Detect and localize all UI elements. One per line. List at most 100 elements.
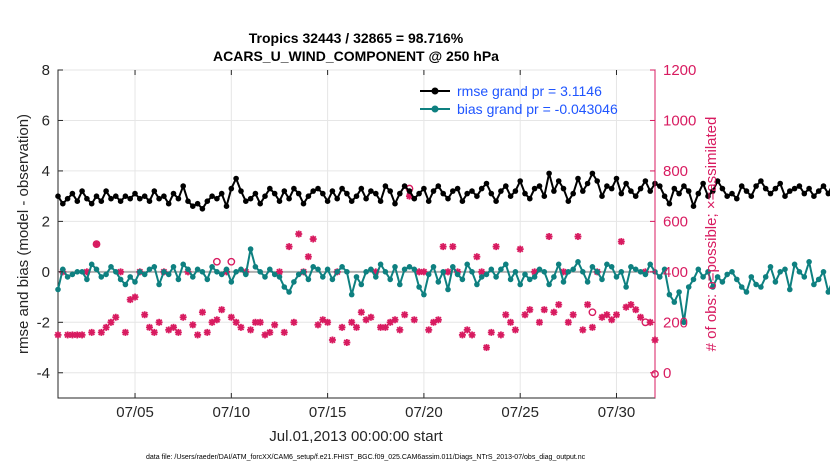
bias-point — [248, 246, 254, 252]
bias-point — [532, 274, 538, 280]
x-tick-label: 07/05 — [116, 404, 154, 421]
obs-assimilated-marker — [449, 243, 456, 250]
bias-point — [556, 262, 562, 268]
obs-assimilated-marker — [218, 306, 225, 313]
obs-assimilated-marker — [194, 331, 201, 338]
rmse-point — [657, 183, 663, 189]
bias-point — [436, 279, 442, 285]
rmse-point — [127, 196, 133, 202]
bias-point — [123, 282, 129, 288]
obs-assimilated-marker — [555, 301, 562, 308]
bias-point — [753, 282, 759, 288]
obs-assimilated-marker — [570, 311, 577, 318]
obs-assimilated-marker — [401, 311, 408, 318]
rmse-point — [190, 203, 196, 209]
bias-point — [383, 269, 389, 275]
bias-point — [806, 259, 812, 265]
obs-assimilated-marker — [281, 329, 288, 336]
bias-point — [354, 274, 360, 280]
bias-point — [306, 277, 312, 283]
bias-point — [330, 277, 336, 283]
bias-point — [744, 289, 750, 295]
obs-assimilated-marker — [546, 233, 553, 240]
bias-point — [89, 262, 95, 268]
y-axis-right-label: # of obs: o=possible; ×=assimilated — [703, 117, 720, 352]
y-axis-left-label: rmse and bias (model - observation) — [15, 114, 32, 354]
obs-assimilated-marker — [180, 314, 187, 321]
rmse-point — [402, 183, 408, 189]
obs-assimilated-marker — [122, 329, 129, 336]
bias-point — [156, 282, 162, 288]
rmse-point — [412, 196, 418, 202]
bias-point — [185, 267, 191, 273]
rmse-point — [681, 183, 687, 189]
obs-assimilated-marker — [141, 311, 148, 318]
rmse-point — [570, 191, 576, 197]
obs-assimilated-marker — [175, 329, 182, 336]
rmse-point — [397, 191, 403, 197]
y-right-tick-label: 400 — [663, 264, 688, 281]
rmse-point — [118, 198, 124, 204]
y-right-tick-label: 1000 — [663, 112, 696, 129]
rmse-point — [416, 191, 422, 197]
rmse-point — [137, 196, 143, 202]
bias-point — [79, 269, 85, 275]
bias-point — [137, 269, 143, 275]
x-tick-label: 07/25 — [501, 404, 539, 421]
bias-point — [190, 274, 196, 280]
rmse-point — [503, 183, 509, 189]
rmse-point — [493, 198, 499, 204]
bias-point — [546, 282, 552, 288]
bias-point — [243, 272, 249, 278]
rmse-point — [243, 198, 249, 204]
y-left-tick-label: 4 — [42, 163, 50, 180]
obs-assimilated-marker — [502, 311, 509, 318]
rmse-point — [724, 193, 730, 199]
obs-assimilated-marker — [189, 321, 196, 328]
rmse-point — [806, 186, 812, 192]
rmse-point — [359, 186, 365, 192]
rmse-point — [161, 193, 167, 199]
bias-point — [397, 282, 403, 288]
rmse-point — [272, 191, 278, 197]
bias-point — [108, 264, 114, 270]
legend-bias-marker — [432, 106, 439, 113]
bias-point — [363, 269, 369, 275]
y-right-tick-label: 0 — [663, 365, 671, 382]
bias-point — [777, 269, 783, 275]
rmse-point — [108, 196, 114, 202]
bias-point — [508, 277, 514, 283]
rmse-point — [556, 178, 562, 184]
rmse-point — [315, 186, 321, 192]
bias-point — [811, 282, 817, 288]
bias-point — [373, 274, 379, 280]
rmse-point — [455, 186, 461, 192]
bias-point — [816, 277, 822, 283]
rmse-point — [619, 191, 625, 197]
x-tick-label: 07/15 — [309, 404, 347, 421]
bias-point — [238, 267, 244, 273]
bias-point — [696, 267, 702, 273]
rmse-point — [647, 188, 653, 194]
obs-assimilated-marker — [112, 314, 119, 321]
bias-point — [667, 292, 673, 298]
rmse-point — [484, 181, 490, 187]
x-tick-label: 07/10 — [213, 404, 251, 421]
rmse-point — [445, 196, 451, 202]
rmse-point — [373, 191, 379, 197]
y-left-tick-label: 6 — [42, 112, 50, 129]
rmse-point — [546, 171, 552, 177]
obs-assimilated-marker — [305, 253, 312, 260]
bias-point — [296, 272, 302, 278]
bias-point — [604, 262, 610, 268]
rmse-point — [450, 188, 456, 194]
bias-point — [493, 274, 499, 280]
rmse-point — [277, 198, 283, 204]
y-left-tick-label: 0 — [42, 264, 50, 281]
bias-point — [619, 269, 625, 275]
bias-point — [484, 272, 490, 278]
rmse-point — [811, 193, 817, 199]
bias-point — [94, 267, 100, 273]
bias-point — [763, 274, 769, 280]
